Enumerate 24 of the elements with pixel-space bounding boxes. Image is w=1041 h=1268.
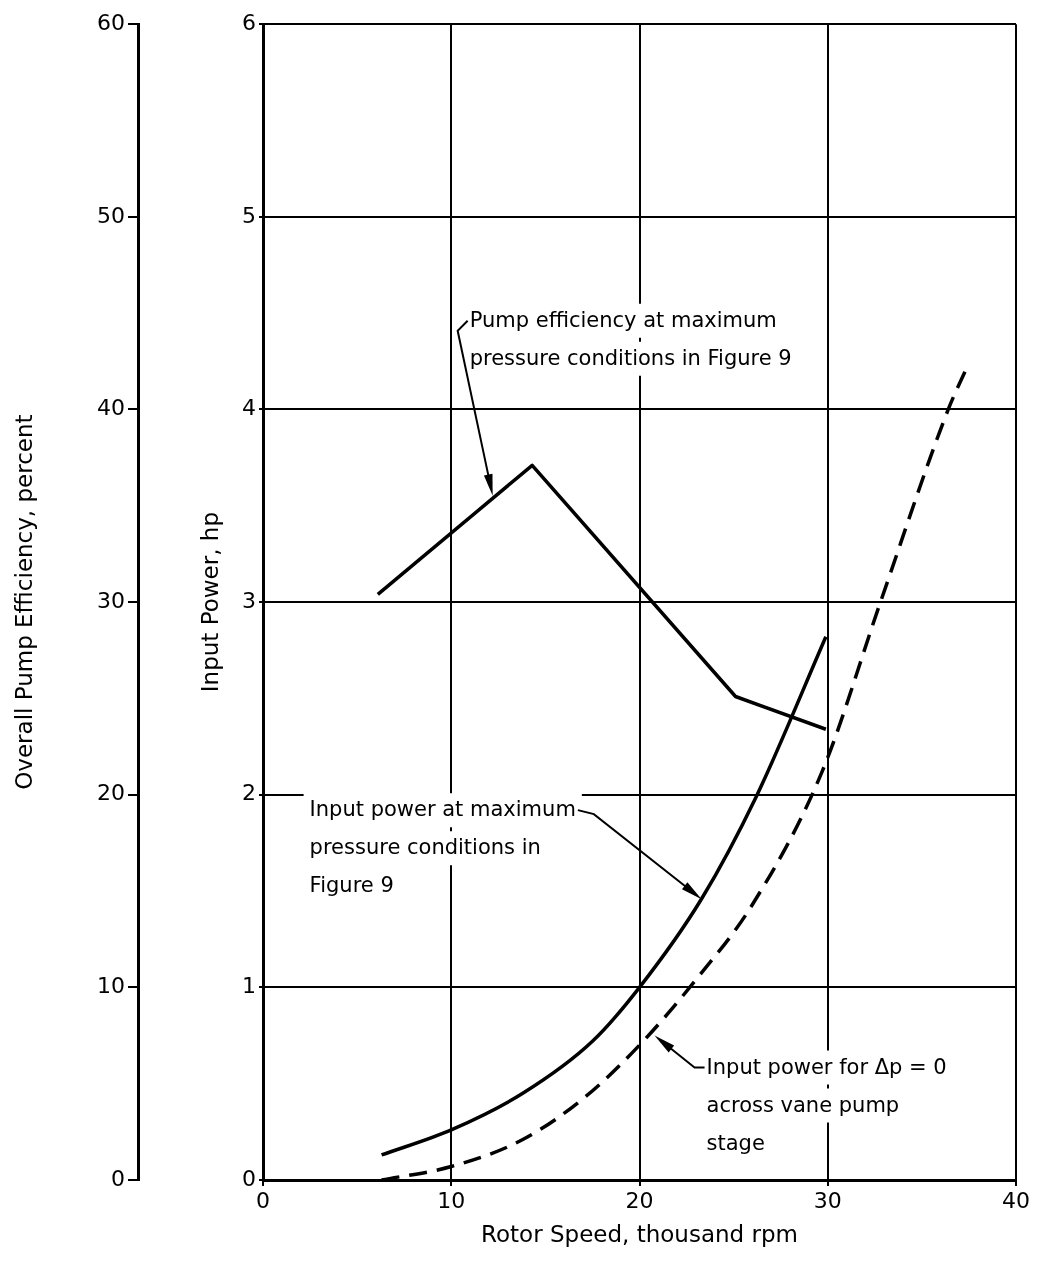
x-tick-label: 20 xyxy=(625,1187,654,1213)
x-axis-title: Rotor Speed, thousand rpm xyxy=(481,1221,798,1248)
y-tick-label: 4 xyxy=(242,395,256,421)
y-tick-label: 0 xyxy=(242,1165,256,1191)
y2-tick-label: 20 xyxy=(97,780,125,806)
annotation: Pump efficiency at maximum pressure conditions in Figure 9 xyxy=(469,307,792,370)
x-tick-label: 10 xyxy=(437,1187,466,1213)
y-tick-label: 1 xyxy=(242,973,256,999)
y-tick-label: 6 xyxy=(242,9,256,35)
y2-tick-label: 60 xyxy=(97,9,125,35)
y-tick-label: 2 xyxy=(242,780,256,806)
y2-tick-label: 0 xyxy=(111,1165,125,1191)
annotation: Input power at maximum pressure conditions in Figure 9 xyxy=(309,797,576,898)
y-axis-title: Input Power, hp xyxy=(196,511,223,693)
y2-tick-label: 30 xyxy=(97,587,125,613)
x-tick-label: 30 xyxy=(813,1187,842,1213)
x-tick-label: 40 xyxy=(1002,1187,1030,1213)
y2-tick-label: 40 xyxy=(97,395,125,421)
y-tick-label: 5 xyxy=(242,202,256,228)
annotation: Input power for Δp = 0 across vane pump stage xyxy=(706,1054,947,1155)
y2-tick-label: 10 xyxy=(97,973,125,999)
y2-tick-label: 50 xyxy=(97,202,125,228)
y-tick-label: 3 xyxy=(242,587,256,613)
y2-axis-title: Overall Pump Efficiency, percent xyxy=(10,414,37,790)
